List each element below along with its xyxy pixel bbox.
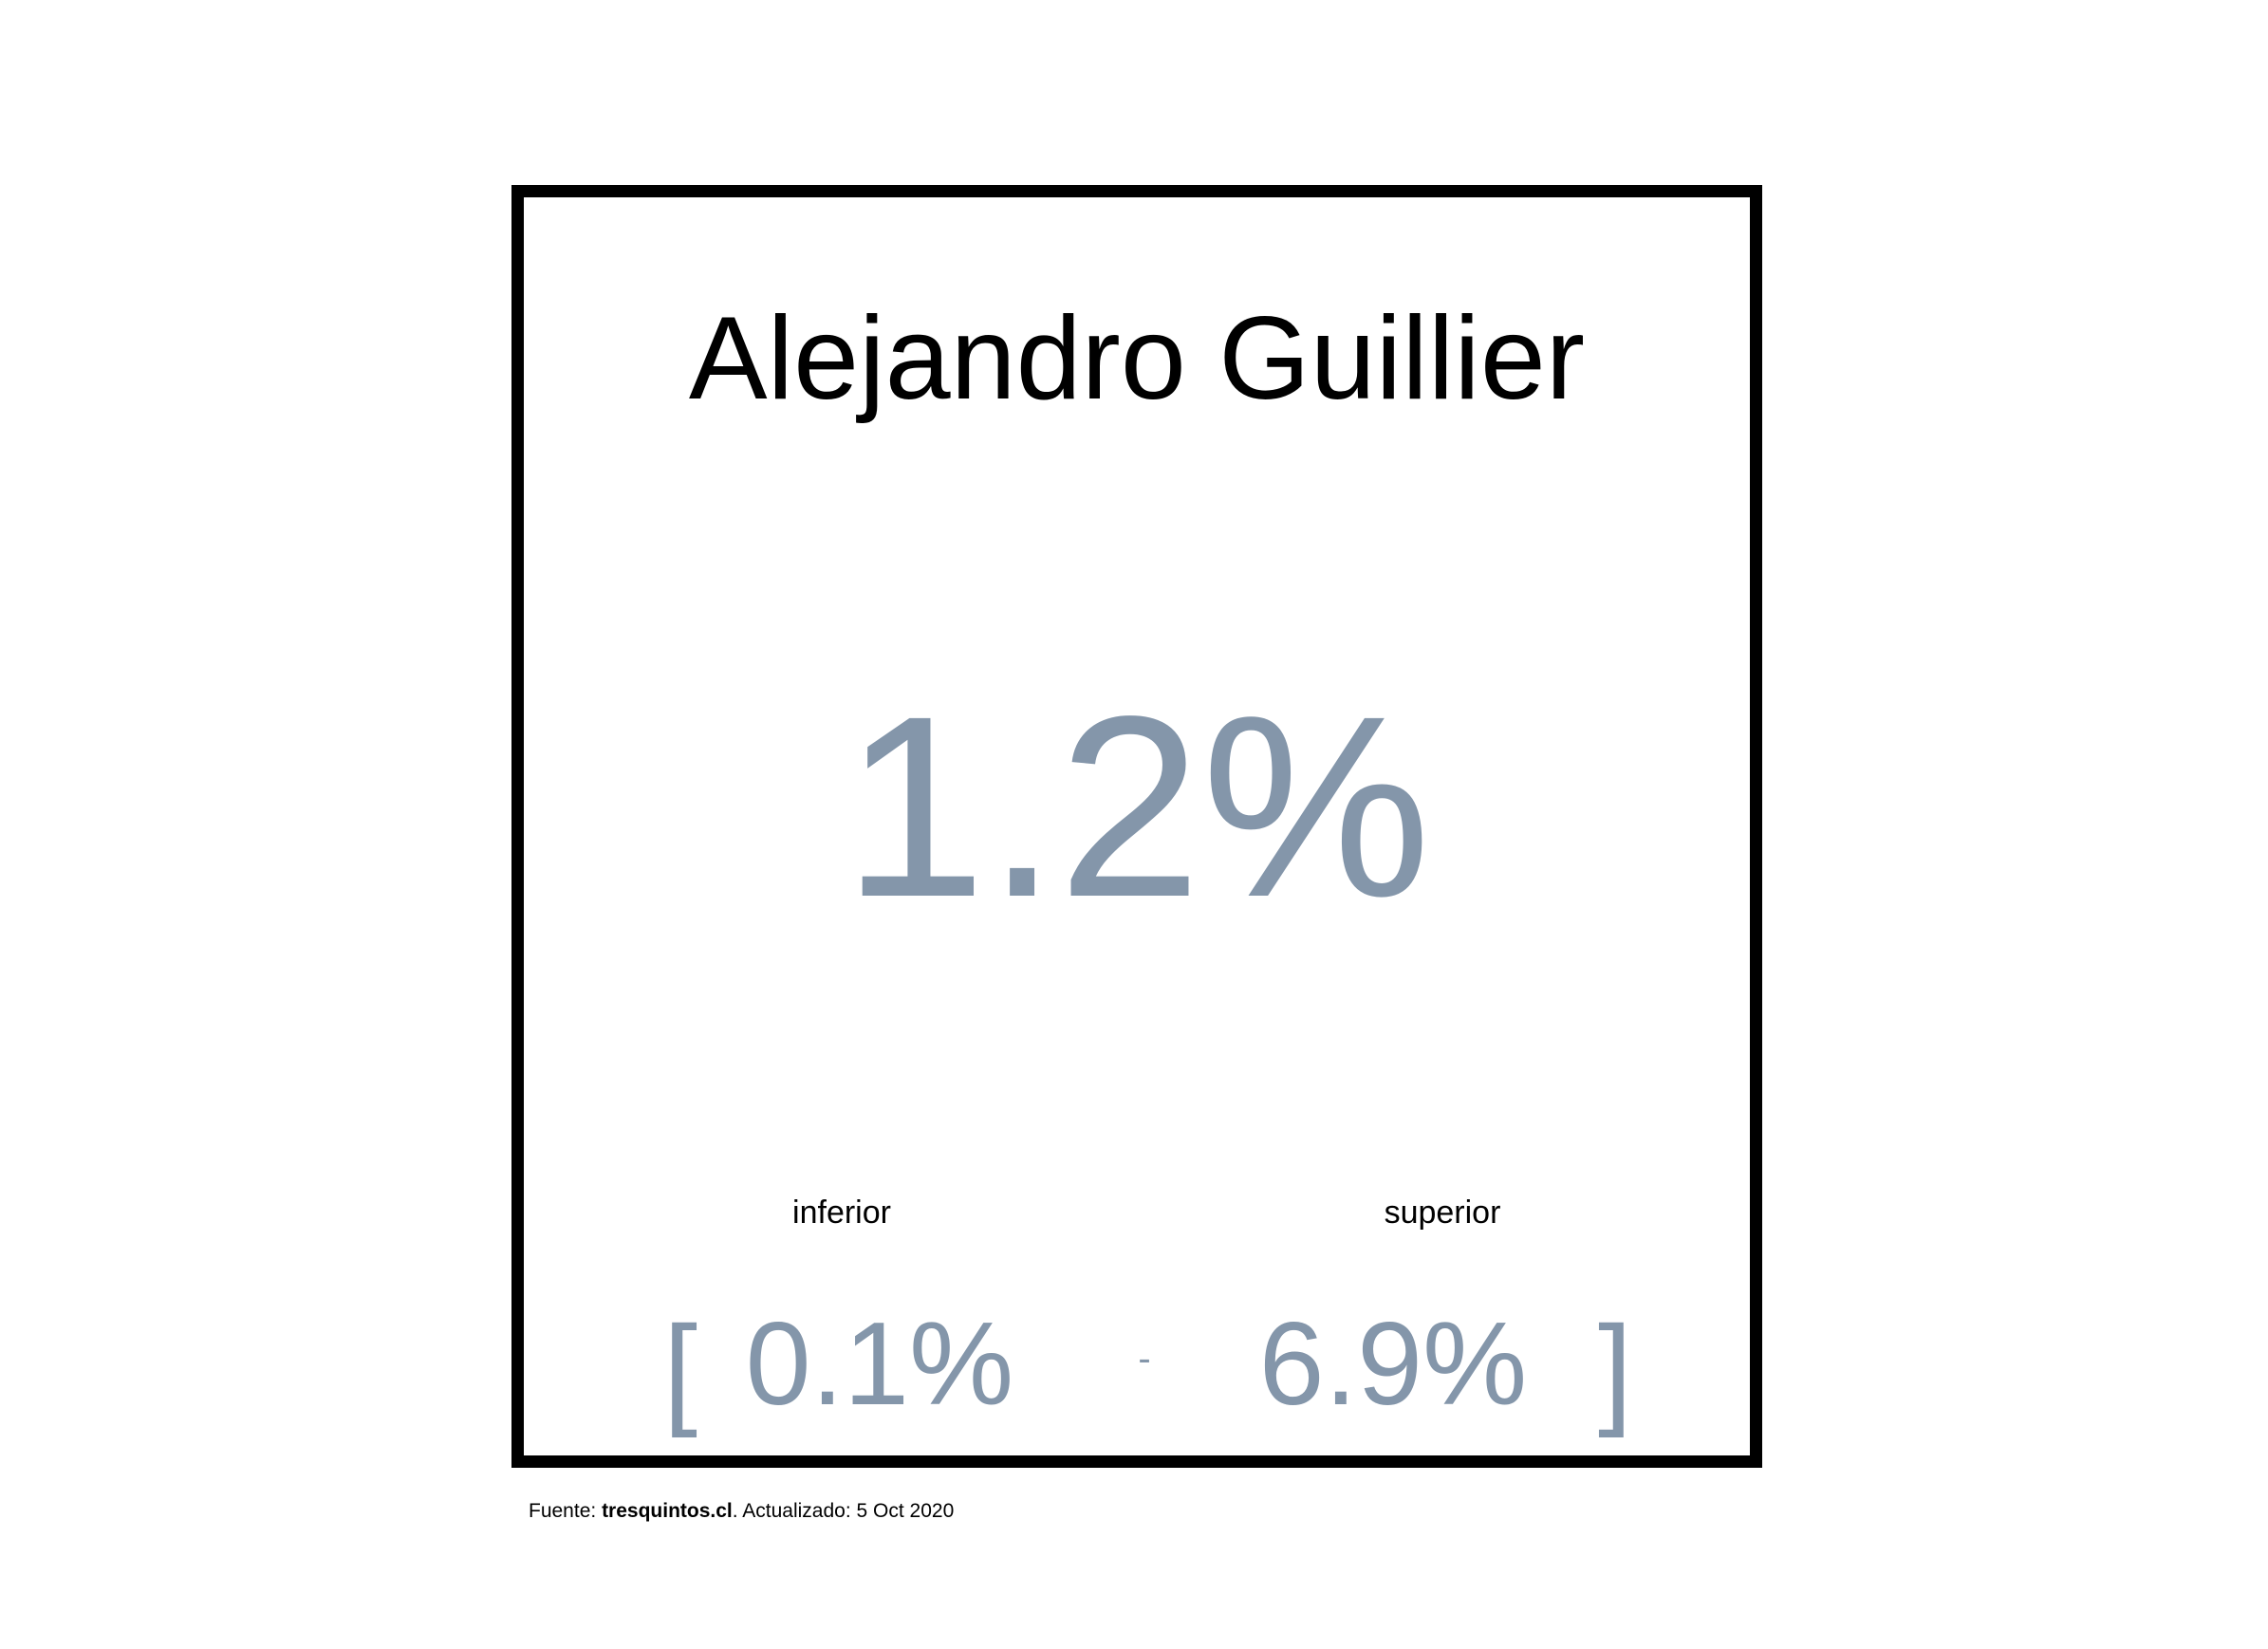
estimate-card: Alejandro Guillier 1.2% inferior superio…	[511, 185, 1762, 1468]
source-footer: Fuente: tresquintos.cl. Actualizado: 5 O…	[529, 1501, 954, 1521]
interval-open-bracket: [	[662, 1300, 698, 1438]
candidate-name: Alejandro Guillier	[688, 293, 1586, 424]
interval-close-bracket: ]	[1597, 1300, 1633, 1438]
lower-bound-value: 0.1%	[745, 1299, 1014, 1430]
upper-bound-label: superior	[1384, 1195, 1501, 1231]
footer-updated: . Actualizado: 5 Oct 2020	[732, 1500, 955, 1522]
source-link: tresquintos.cl	[602, 1500, 733, 1522]
footer-prefix: Fuente:	[529, 1500, 603, 1522]
interval-separator: -	[1138, 1338, 1151, 1380]
estimate-value: 1.2%	[843, 662, 1431, 951]
lower-bound-label: inferior	[792, 1195, 891, 1231]
upper-bound-value: 6.9%	[1258, 1299, 1528, 1430]
